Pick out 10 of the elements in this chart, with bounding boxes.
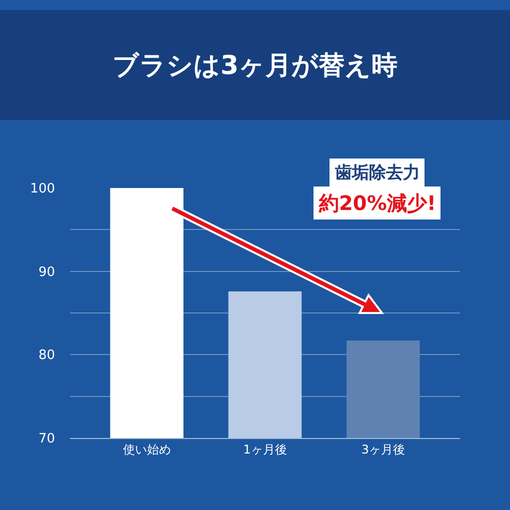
y-tick-label: 90 [38, 264, 55, 280]
annotation: 約20%減少! [318, 191, 436, 215]
text: 歯垢除去力 [334, 163, 420, 183]
chart-title: ブラシは3ヶ月が替え時 [112, 50, 398, 81]
y-tick-label: 80 [38, 348, 55, 364]
x-tick-label: 使い始め [122, 442, 171, 456]
x-tick-label: 1ヶ月後 [243, 442, 287, 456]
x-tick-label: 3ヶ月後 [361, 442, 405, 456]
y-tick-label: 70 [38, 432, 55, 447]
y-tick-label: 100 [30, 182, 55, 197]
